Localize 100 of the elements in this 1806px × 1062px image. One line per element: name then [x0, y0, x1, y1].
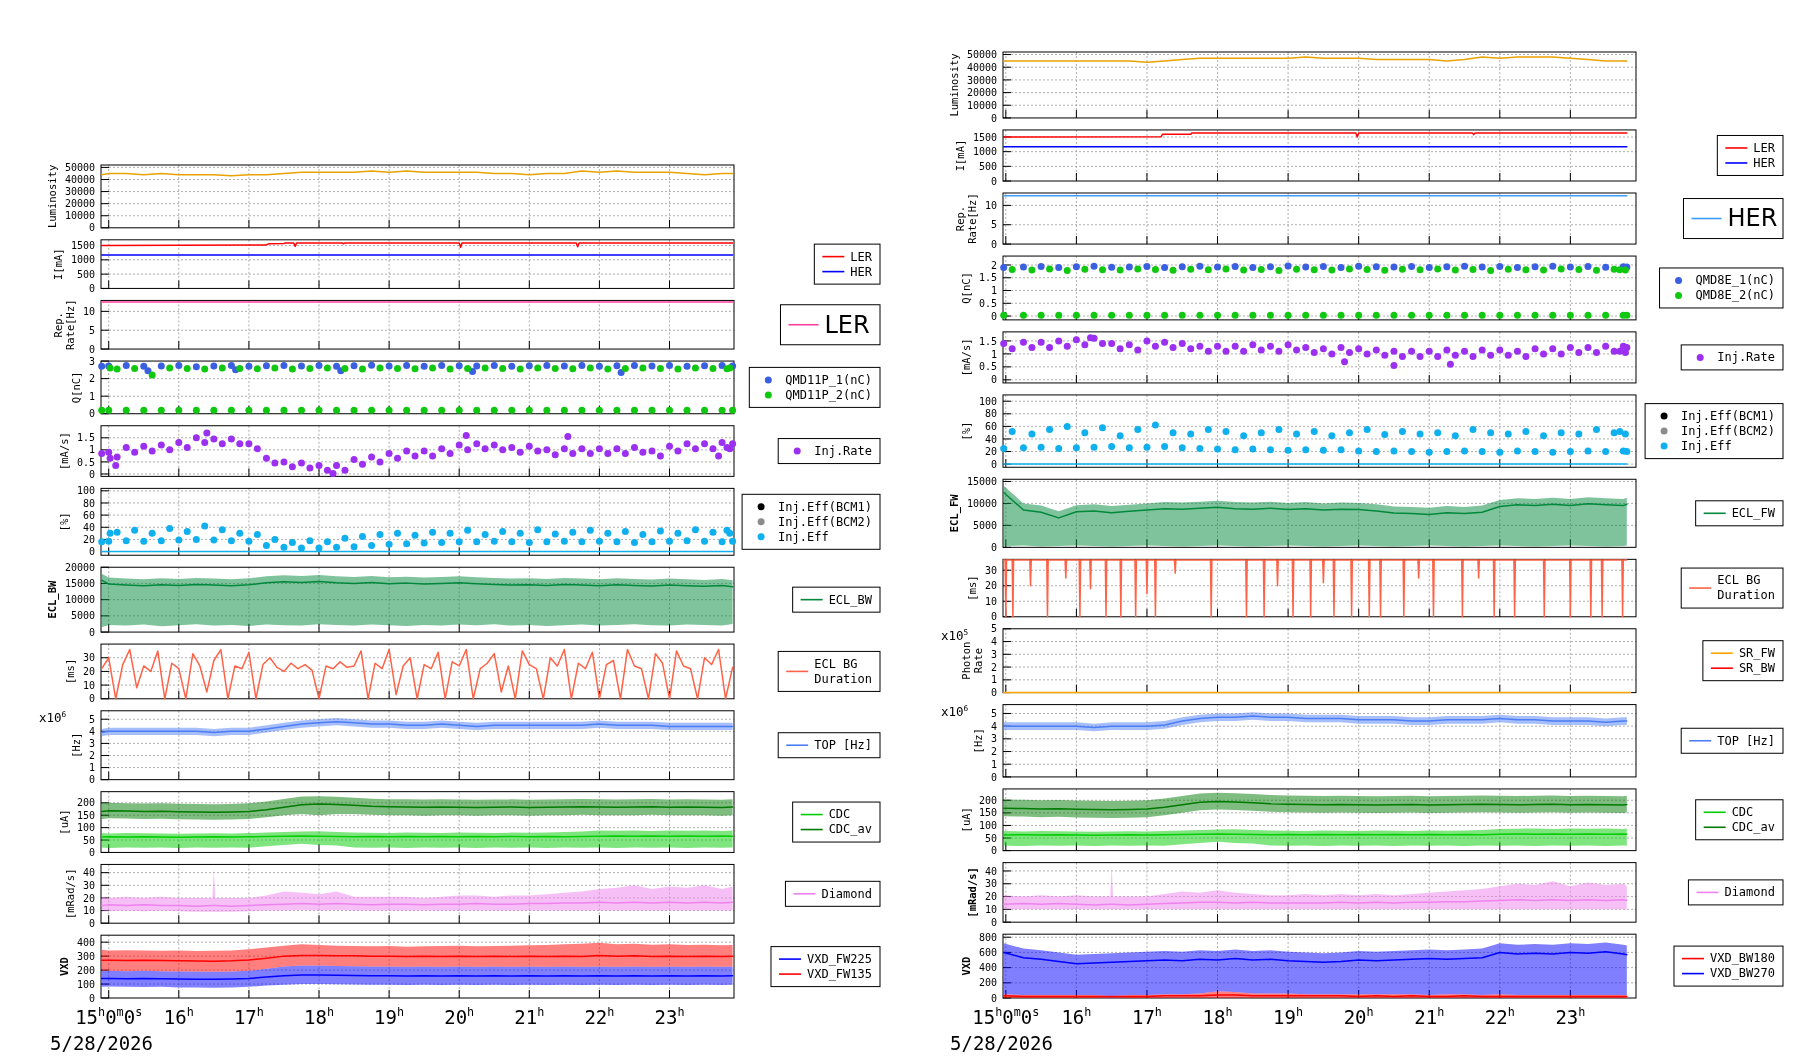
y-tick-label: 200: [76, 797, 95, 809]
legend-label: VXD_BW270: [1709, 966, 1776, 981]
line-series: [1002, 559, 1628, 618]
y-axis-title: [uA]: [959, 807, 972, 833]
y-tick-label: 600: [978, 947, 997, 959]
y-axis-title: Rep. Rate[Hz]: [52, 299, 76, 351]
point: [385, 362, 393, 370]
y-tick-label: 0: [88, 343, 95, 355]
point: [666, 362, 674, 370]
y-tick-label: 4: [88, 725, 95, 737]
y-tick-label: 0: [990, 541, 997, 553]
x-tick-label: 16$^{h}$: [163, 1005, 194, 1028]
y-tick-label: 3: [990, 733, 997, 745]
point: [648, 362, 656, 370]
point: [525, 362, 533, 370]
text: 5/28/2026: [50, 1032, 153, 1054]
legend-label: Diamond: [1724, 885, 1776, 900]
legend-label: CDC: [1731, 805, 1754, 820]
line-series: [1002, 491, 1628, 519]
y-tick-label: 3: [88, 355, 95, 367]
y-tick-label: 200: [978, 794, 997, 806]
point: [280, 361, 288, 369]
y-tick-label: 1.5: [978, 272, 997, 284]
x-tick-label: 17$^{h}$: [1131, 1005, 1162, 1028]
y-tick-label: 0.5: [978, 297, 997, 309]
y-tick-label: 2: [990, 259, 997, 271]
legend-label: SR_FW: [1738, 646, 1776, 661]
point: [683, 362, 691, 370]
y-tick-label: 0: [88, 283, 95, 295]
y-axis-title: ECL_FW: [947, 493, 961, 533]
y-tick-label: 400: [978, 962, 997, 974]
y-axis-title: Rep. Rate[Hz]: [954, 193, 978, 244]
y-axis-title: [ms]: [63, 658, 76, 685]
legend-label: Inj.Eff: [778, 529, 829, 544]
legend-label: CDC_av: [1731, 820, 1776, 835]
y-tick-label: 0: [88, 693, 95, 705]
legend-label: Inj.Rate: [1717, 350, 1775, 365]
point: [368, 361, 376, 369]
y-tick-label: 5: [990, 623, 997, 635]
y-tick-label: 2: [88, 750, 95, 762]
y-tick-label: 0: [88, 468, 95, 480]
legend-label: ECL_BW: [828, 592, 873, 607]
y-axis-title: Q[nC]: [69, 371, 82, 404]
point: [350, 362, 358, 370]
y-tick-label: 200: [76, 964, 95, 976]
y-tick-label: 0: [88, 408, 95, 420]
text: x10$^{6}$: [39, 709, 67, 725]
legend-label: CDC_av: [828, 822, 873, 837]
y-tick-label: 10000: [966, 99, 997, 111]
y-tick-label: 150: [76, 809, 95, 821]
y-tick-label: 10000: [64, 594, 95, 606]
line-series: [1002, 950, 1628, 965]
y-tick-label: 800: [978, 931, 997, 943]
y-tick-label: 50: [82, 834, 95, 846]
y-tick-label: 3: [990, 648, 997, 660]
y-tick-label: 0: [990, 916, 997, 928]
text: x10$^{6}$: [941, 703, 969, 719]
x-tick-label: 21$^{h}$: [514, 1005, 545, 1028]
point: [157, 362, 165, 370]
legend-label: Inj.Eff(BCM1): [778, 499, 873, 514]
legend-label: Inj.Eff(BCM1): [1681, 409, 1776, 423]
y-axis-title: [Hz]: [69, 732, 82, 758]
y-tick-label: 20: [82, 892, 95, 904]
text: 5/28/2026: [950, 1032, 1053, 1054]
point: [420, 362, 428, 370]
y-tick-label: 500: [76, 268, 95, 280]
point: [455, 362, 463, 370]
x-tick-label: 15$^{h}$0$^{m}$0$^{s}$: [75, 1005, 143, 1028]
x-tick-label: 18$^{h}$: [304, 1005, 334, 1028]
y-tick-label: 0: [88, 222, 95, 234]
legend-label: TOP [Hz]: [1717, 733, 1775, 748]
y-tick-label: 2: [990, 661, 997, 673]
point: [262, 362, 270, 370]
y-tick-label: 0: [990, 687, 997, 699]
y-tick-label: 0: [990, 771, 997, 783]
y-tick-label: 10: [82, 305, 95, 317]
y-axis-title: I[mA]: [953, 139, 966, 172]
y-tick-label: 0: [990, 374, 997, 386]
y-tick-label: 1000: [972, 146, 997, 158]
x-tick-label: 23$^{h}$: [1555, 1005, 1586, 1028]
legend-label: Diamond: [821, 886, 873, 901]
legend-label: LER: [850, 249, 873, 264]
legend-label: SR_BW: [1738, 661, 1776, 676]
y-tick-label: 1500: [70, 240, 95, 252]
point: [469, 368, 477, 376]
point: [613, 362, 621, 370]
y-tick-label: 0: [990, 112, 997, 124]
y-tick-label: 80: [984, 408, 997, 420]
y-axis-title: VXD: [57, 957, 70, 977]
y-tick-label: 1: [88, 444, 95, 456]
y-tick-label: 100: [76, 485, 95, 497]
y-axis-title: Q[nC]: [959, 272, 972, 304]
legend-label: LER: [1753, 140, 1776, 155]
y-axis-title: Photon Rate: [960, 641, 984, 680]
y-tick-label: 1: [990, 348, 997, 360]
point: [210, 362, 218, 370]
y-tick-label: 5: [88, 324, 95, 336]
y-tick-label: 20: [82, 666, 95, 678]
legend-label: ECL BG Duration: [814, 656, 872, 686]
y-tick-label: 15000: [966, 476, 997, 488]
